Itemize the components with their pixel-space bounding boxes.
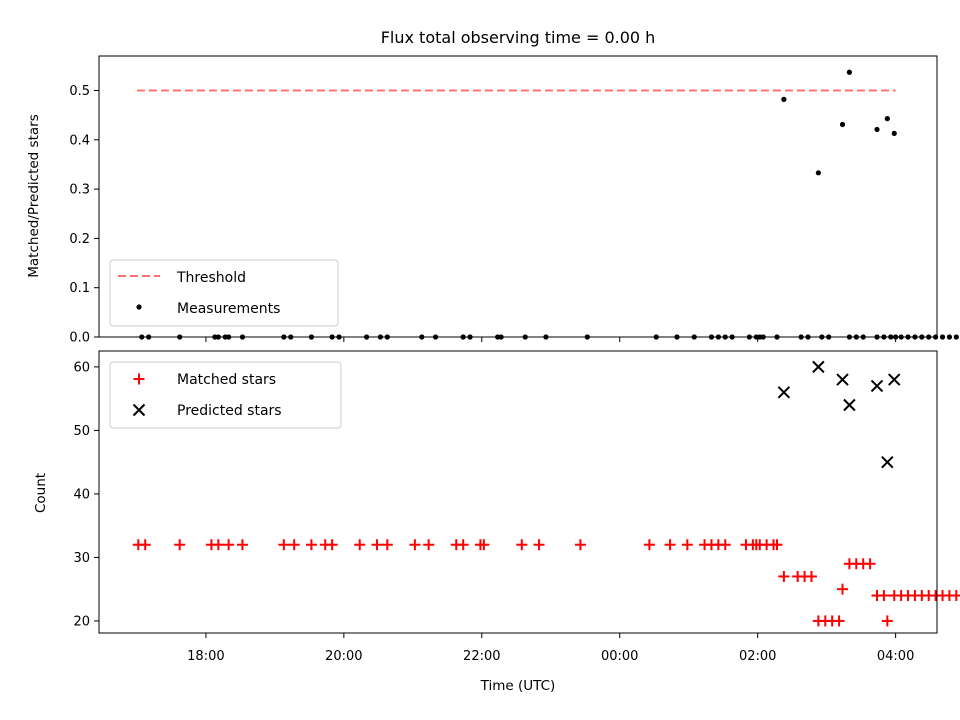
predicted-star-point [881,455,894,469]
top-y-ticks: 0.0 0.1 0.2 0.3 0.4 0.5 [69,84,99,346]
predicted-star-point [836,373,849,386]
predicted-star-point [843,398,856,412]
top-y-tick-label: 0.2 [69,232,90,247]
bottom-legend: Matched stars Predicted stars [109,361,342,429]
matched-star-point [174,539,186,551]
bottom-x-ticks: 18:00 20:00 22:00 00:00 02:00 04:00 [187,633,914,664]
top-y-tick-label: 0.1 [69,281,90,296]
matched-star-point [837,583,849,595]
matched-star-point [278,539,290,551]
top-y-tick-label: 0.0 [69,331,90,346]
top-axes-frame [98,55,938,338]
legend-matched-label: Matched stars [177,372,276,388]
matched-star-point [878,590,890,602]
measurement-point [891,130,897,136]
matched-star-point [326,539,338,551]
bottom-panel: 20 30 40 50 60 18:00 20:00 22:00 00:00 02:00 04:0… [33,350,960,694]
matched-star-point [881,615,893,627]
measurement-point [839,121,846,128]
measurement-point [846,69,853,75]
top-panel: 0.0 0.1 0.2 0.3 0.4 0.5 Matched/Predicted sta… [26,55,959,346]
matched-star-point [139,539,151,551]
predicted-star-point [888,373,901,386]
bottom-x-tick-label: 20:00 [325,649,362,664]
matched-star-point [478,539,490,551]
bottom-x-tick-label: 04:00 [877,649,914,664]
matched-star-point [423,539,435,551]
bottom-legend-box [109,361,342,429]
matched-star-point [371,539,383,551]
measurement-point [815,170,821,176]
measurement-point [939,334,946,340]
bottom-x-tick-label: 18:00 [187,649,224,664]
bottom-y-tick-label: 40 [73,487,90,502]
bottom-y-tick-label: 20 [73,614,90,629]
bottom-x-tick-label: 22:00 [463,649,500,664]
predicted-star-point [870,379,884,393]
matched-star-point [833,615,845,627]
measurement-point [946,334,953,340]
top-y-tick-label: 0.5 [69,84,90,99]
predicted-star-point [812,360,825,374]
legend-predicted-label: Predicted stars [177,403,282,419]
legend-cross-glyph [132,403,146,417]
predicted-star-point [777,386,791,399]
bottom-y-axis-label: Count [33,473,49,513]
legend-measurements-label: Measurements [177,301,280,317]
measurement-point [953,334,959,340]
legend-predicted-marker [132,403,146,417]
bottom-axes-frame [98,350,938,634]
top-y-axis-label: Matched/Predicted stars [26,114,42,277]
matched-star-point [681,539,693,551]
matched-star-point [381,539,393,551]
matched-star-point [664,539,676,551]
bottom-y-ticks: 20 30 40 50 60 [73,360,99,629]
bottom-x-tick-label: 02:00 [739,649,776,664]
matched-star-point [354,539,366,551]
top-legend-box [109,259,339,327]
top-y-tick-label: 0.3 [69,183,90,198]
matched-star-point [288,539,300,551]
bottom-y-tick-label: 30 [73,551,90,566]
matched-star-point [212,539,224,551]
bottom-plot-area [132,360,960,627]
legend-measurements-marker [136,304,142,310]
measurement-point [884,116,890,122]
measurement-point [874,126,880,133]
matched-star-point [533,539,545,551]
bottom-y-tick-label: 60 [73,360,90,375]
matched-star-point [864,558,876,570]
legend-threshold-label: Threshold [176,270,246,286]
matched-star-point [643,539,655,551]
bottom-x-tick-label: 00:00 [601,649,638,664]
matched-star-point [771,539,783,551]
legend-plus-glyph [133,373,145,385]
matched-star-point [516,539,528,551]
matched-star-point [223,539,235,551]
legend-matched-marker [133,373,145,385]
bottom-x-axis-label: Time (UTC) [480,678,556,694]
matched-star-point [457,539,469,551]
top-y-tick-label: 0.4 [69,133,90,148]
matched-star-point [778,570,790,582]
matched-star-point [236,539,248,551]
matched-star-point [805,570,817,582]
top-legend: Threshold Measurements [109,259,339,327]
measurement-point [781,96,787,102]
matched-star-point [719,539,731,551]
matched-star-point [409,539,421,551]
top-x-ticks [205,337,897,342]
matched-star-point [305,539,317,551]
matched-star-point [574,539,586,551]
bottom-y-tick-label: 50 [73,424,90,439]
chart-title: Flux total observing time = 0.00 h [381,28,656,47]
